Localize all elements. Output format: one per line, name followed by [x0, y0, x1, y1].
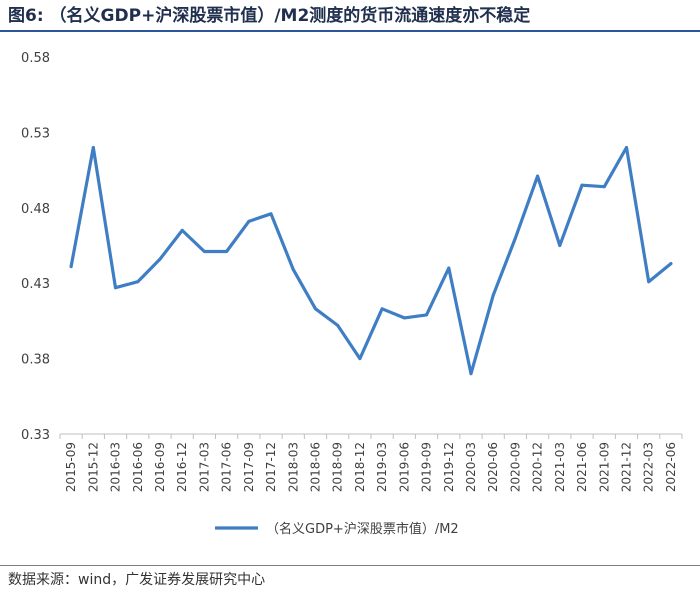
- data-point: [513, 236, 517, 240]
- data-point: [558, 244, 562, 247]
- x-tick-label: 2020-06: [486, 442, 500, 492]
- x-tick-label: 2021-09: [597, 442, 611, 492]
- x-tick-label: 2018-12: [353, 442, 367, 492]
- x-axis: 2015-09 2015-12 2016-03 2016-06 2016-09 2016-…: [59, 433, 683, 492]
- x-tick-label: 2017-09: [242, 442, 256, 492]
- x-tick-label: 2019-09: [420, 442, 434, 492]
- x-tick-label: 2020-09: [508, 442, 522, 492]
- x-tick-label: 2016-12: [175, 442, 189, 492]
- data-point: [202, 250, 206, 254]
- x-tick-label: 2020-03: [464, 442, 478, 492]
- line-chart: 0.580.530.480.430.380.33 2015-09 2015-12 2…: [21, 51, 683, 537]
- x-tick-label: 2015-12: [86, 442, 100, 492]
- y-tick-label: 0.58: [21, 51, 50, 66]
- x-tick-label: 2016-06: [131, 442, 145, 492]
- data-point: [291, 268, 295, 272]
- y-tick-label: 0.38: [21, 353, 50, 368]
- x-tick-label: 2016-03: [109, 442, 123, 492]
- data-point: [136, 280, 140, 284]
- title-divider: [0, 30, 700, 32]
- x-tick-label: 2020-12: [531, 442, 545, 492]
- data-point: [402, 316, 406, 320]
- x-tick-label: 2016-09: [153, 442, 167, 492]
- x-tick-label: 2019-03: [375, 442, 389, 492]
- legend: （名义GDP+沪深股票市值）/M2: [215, 521, 459, 537]
- data-point: [225, 250, 229, 254]
- data-point: [158, 257, 162, 261]
- x-tick-label: 2017-03: [197, 442, 211, 492]
- x-tick-label: 2022-06: [664, 442, 678, 492]
- data-point: [91, 145, 95, 149]
- figure-title: 图6: （名义GDP+沪深股票市值）/M2测度的货币流通速度亦不稳定: [8, 6, 531, 26]
- series-layer: [69, 145, 673, 376]
- y-tick-label: 0.53: [21, 126, 50, 141]
- data-point: [447, 266, 451, 270]
- x-tick-label: 2015-09: [64, 442, 78, 492]
- x-tick-label: 2017-12: [264, 442, 278, 492]
- data-point: [180, 228, 184, 232]
- data-point: [491, 293, 495, 297]
- x-tick-label: 2018-06: [308, 442, 322, 492]
- x-tick-label: 2019-06: [397, 442, 411, 492]
- x-tick-label: 2021-03: [553, 442, 567, 492]
- data-point: [247, 219, 251, 223]
- y-tick-label: 0.33: [21, 428, 50, 443]
- data-point: [469, 372, 473, 376]
- x-tick-label: 2022-03: [642, 442, 656, 492]
- data-point: [580, 183, 584, 187]
- data-point: [624, 145, 628, 149]
- source-note: 数据来源：wind，广发证券发展研究中心: [8, 572, 266, 588]
- footer-divider: [0, 565, 700, 566]
- data-point: [425, 313, 429, 317]
- x-tick-label: 2017-06: [220, 442, 234, 492]
- data-point: [69, 265, 73, 269]
- data-point: [313, 307, 317, 311]
- y-axis: 0.58 0.53 0.48 0.43 0.38 0.33: [21, 51, 50, 443]
- data-point: [536, 174, 540, 178]
- x-tick-label: 2018-09: [331, 442, 345, 492]
- data-point: [114, 286, 118, 290]
- x-tick-label: 2021-12: [619, 442, 633, 492]
- data-point: [647, 280, 651, 284]
- data-point: [336, 323, 340, 327]
- data-point: [602, 185, 606, 189]
- y-tick-label: 0.48: [21, 202, 50, 217]
- x-tick-label: 2019-12: [442, 442, 456, 492]
- legend-label: （名义GDP+沪深股票市值）/M2: [266, 521, 459, 537]
- x-tick-label: 2018-03: [286, 442, 300, 492]
- y-tick-label: 0.43: [21, 277, 50, 292]
- data-point: [269, 212, 273, 216]
- data-point: [358, 357, 362, 361]
- x-tick-label: 2021-06: [575, 442, 589, 492]
- data-point: [669, 262, 673, 266]
- data-point: [380, 307, 384, 311]
- series-line: [69, 145, 673, 376]
